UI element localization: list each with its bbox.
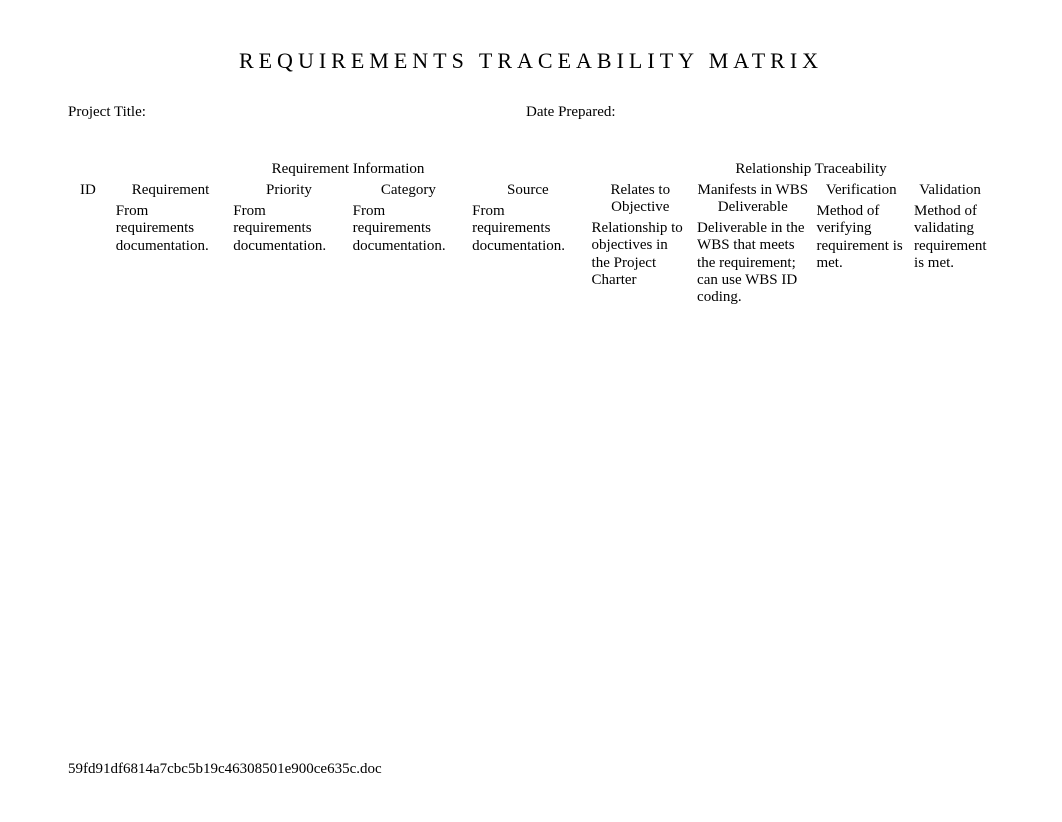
col-objective: Relates to Objective Relationship to obj… xyxy=(592,182,698,289)
page-title: REQUIREMENTS TRACEABILITY MATRIX xyxy=(0,0,1062,104)
col-verification: Verification Method of verifying require… xyxy=(816,182,914,272)
date-prepared-label: Date Prepared: xyxy=(526,104,616,120)
col-id-header: ID xyxy=(68,182,108,199)
col-validation-header: Validation xyxy=(914,182,986,199)
col-id: ID xyxy=(68,182,116,203)
col-wbs: Manifests in WBS Deliverable Deliverable… xyxy=(697,182,816,306)
col-objective-desc: Relationship to objectives in the Projec… xyxy=(592,220,690,289)
col-priority-desc: From requirements documentation. xyxy=(233,203,344,255)
col-category: Category From requirements documentation… xyxy=(353,182,472,255)
footer-filename: 59fd91df6814a7cbc5b19c46308501e900ce635c… xyxy=(68,761,382,778)
col-validation-desc: Method of validating requirement is met. xyxy=(914,203,986,272)
project-title-field: Project Title: xyxy=(68,104,526,121)
group-header-requirement-info: Requirement Information xyxy=(68,161,628,178)
col-category-header: Category xyxy=(353,182,464,199)
col-objective-header: Relates to Objective xyxy=(592,182,690,216)
col-source: Source From requirements documentation. xyxy=(472,182,591,255)
col-category-desc: From requirements documentation. xyxy=(353,203,464,255)
col-validation: Validation Method of validating requirem… xyxy=(914,182,994,272)
col-verification-desc: Method of verifying requirement is met. xyxy=(816,203,906,272)
col-priority-header: Priority xyxy=(233,182,344,199)
col-source-desc: From requirements documentation. xyxy=(472,203,583,255)
group-header-relationship-traceability: Relationship Traceability xyxy=(628,161,994,178)
col-source-header: Source xyxy=(472,182,583,199)
group-header-row: Requirement Information Relationship Tra… xyxy=(68,161,994,178)
date-prepared-field: Date Prepared: xyxy=(526,104,994,121)
matrix-table: Requirement Information Relationship Tra… xyxy=(0,161,1062,306)
col-requirement: Requirement From requirements documentat… xyxy=(116,182,233,255)
col-wbs-desc: Deliverable in the WBS that meets the re… xyxy=(697,220,808,306)
col-wbs-header: Manifests in WBS Deliverable xyxy=(697,182,808,216)
column-row: ID Requirement From requirements documen… xyxy=(68,182,994,306)
col-verification-header: Verification xyxy=(816,182,906,199)
col-requirement-header: Requirement xyxy=(116,182,225,199)
meta-row: Project Title: Date Prepared: xyxy=(0,104,1062,121)
col-requirement-desc: From requirements documentation. xyxy=(116,203,225,255)
col-priority: Priority From requirements documentation… xyxy=(233,182,352,255)
project-title-label: Project Title: xyxy=(68,104,146,120)
